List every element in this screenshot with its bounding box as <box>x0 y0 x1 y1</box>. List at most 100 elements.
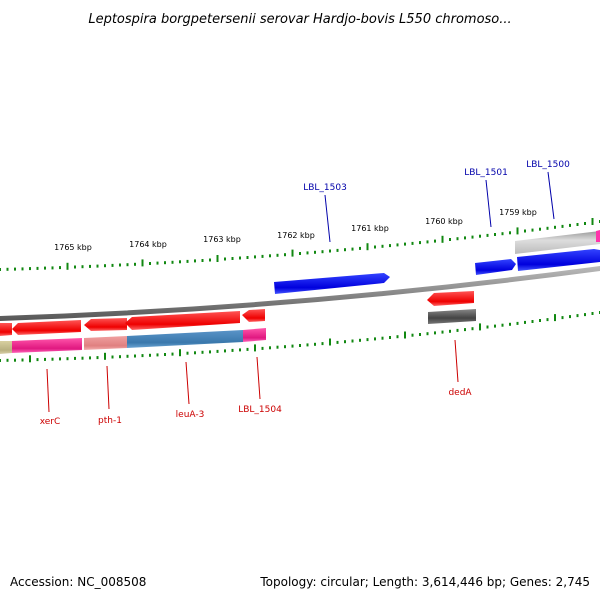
gene-arrow-partial-grey[interactable] <box>515 231 600 254</box>
reverse-scale-minor-tick <box>486 325 489 329</box>
forward-scale-minor-tick <box>554 225 556 229</box>
gene-arrow-lbl-1504[interactable] <box>242 309 265 322</box>
forward-scale-minor-tick <box>426 240 429 244</box>
reverse-scale-minor-tick <box>569 315 571 319</box>
forward-scale-minor-tick <box>254 255 256 259</box>
forward-scale-minor-tick <box>171 260 174 264</box>
gene-label-xerc[interactable]: xerC <box>40 417 61 427</box>
forward-scale-minor-tick <box>479 234 481 238</box>
forward-scale-minor-tick <box>231 257 234 260</box>
chromosome-title: Leptospira borgpetersenii serovar Hardjo… <box>88 12 511 27</box>
forward-scale-minor-tick <box>246 256 249 259</box>
forward-scale-minor-tick <box>381 244 384 248</box>
band-deda <box>428 309 476 324</box>
reverse-scale-minor-tick <box>194 351 196 355</box>
forward-scale-minor-tick <box>74 265 76 269</box>
leader-line-xerc <box>46 368 50 413</box>
gene-arrow-pth-1[interactable] <box>84 318 127 331</box>
reverse-scale-minor-tick <box>591 312 594 315</box>
forward-scale-minor-tick <box>164 261 166 265</box>
reverse-scale-minor-tick <box>126 354 129 358</box>
band-lbl-1504 <box>243 328 266 342</box>
reverse-scale-minor-tick <box>524 320 526 324</box>
band-xerc <box>12 338 82 353</box>
reverse-scale-minor-tick <box>561 316 564 320</box>
reverse-scale-minor-tick <box>344 340 346 344</box>
forward-scale-minor-tick <box>374 245 376 249</box>
forward-scale-minor-tick <box>51 266 54 270</box>
forward-scale-minor-tick <box>539 227 541 231</box>
gene-arrow-lbl-1501[interactable] <box>475 259 516 275</box>
reverse-scale-minor-tick <box>441 330 444 334</box>
reverse-scale-minor-tick <box>366 338 369 342</box>
forward-scale-minor-tick <box>104 264 106 268</box>
reverse-scale-minor-tick <box>449 329 451 333</box>
forward-scale-minor-tick <box>21 267 24 271</box>
forward-scale-minor-tick <box>306 251 309 255</box>
gene-label-lbl-1504[interactable]: LBL_1504 <box>238 405 282 415</box>
gene-arrow-lbl-1503[interactable] <box>274 273 390 294</box>
reverse-scale-minor-tick <box>261 346 264 350</box>
forward-scale-minor-tick <box>561 224 564 228</box>
reverse-scale-minor-tick <box>134 354 136 358</box>
forward-scale-minor-tick <box>404 242 406 246</box>
leader-line-lbl-1501 <box>485 179 492 228</box>
forward-scale-minor-tick <box>359 246 361 250</box>
reverse-scale-minor-tick <box>471 327 474 331</box>
gene-arrow-xerc[interactable] <box>12 320 81 335</box>
reverse-scale-minor-tick <box>374 337 376 341</box>
reverse-scale-minor-tick <box>396 335 399 339</box>
reverse-scale-minor-tick <box>36 358 39 362</box>
forward-scale-minor-tick <box>269 254 271 258</box>
forward-scale-minor-tick <box>14 267 16 271</box>
reverse-scale-minor-tick <box>381 336 384 340</box>
forward-scale-minor-tick <box>89 264 91 268</box>
gene-label-lbl-1503[interactable]: LBL_1503 <box>303 183 347 193</box>
reverse-scale-minor-tick <box>351 339 354 343</box>
reverse-scale-minor-tick <box>359 338 361 342</box>
reverse-scale-ticks <box>0 311 600 363</box>
forward-scale-minor-tick <box>471 235 474 239</box>
forward-scale-minor-tick <box>201 259 204 262</box>
band-pth-1 <box>84 336 127 350</box>
reverse-scale-minor-tick <box>509 322 511 326</box>
reverse-scale-major-tick <box>404 331 406 339</box>
forward-scale-minor-tick <box>134 262 136 266</box>
gene-arrow-left-partial[interactable] <box>0 323 12 336</box>
forward-scale-minor-tick <box>396 243 399 247</box>
reverse-scale-major-tick <box>479 323 481 331</box>
gene-arrow-deda[interactable] <box>427 291 474 306</box>
reverse-scale-minor-tick <box>531 320 534 323</box>
kbp-label-1760: 1760 kbp <box>425 217 463 226</box>
gene-label-deda[interactable]: dedA <box>448 388 472 398</box>
reverse-scale-minor-tick <box>66 357 69 361</box>
forward-scale-minor-tick <box>261 254 264 258</box>
gene-arrow-lbl-1500[interactable] <box>517 249 600 271</box>
reverse-scale-minor-tick <box>96 356 99 360</box>
reverse-genes <box>0 291 474 336</box>
gene-label-leua-3[interactable]: leuA-3 <box>176 410 205 420</box>
reverse-scale-minor-tick <box>209 350 211 354</box>
reverse-scale-minor-tick <box>216 349 219 353</box>
reverse-scale-minor-tick <box>516 321 519 325</box>
reverse-scale-minor-tick <box>501 323 504 327</box>
gene-label-pth-1[interactable]: pth-1 <box>98 416 122 426</box>
leader-line-lbl-1504 <box>256 356 261 400</box>
forward-scale-major-tick <box>141 259 144 267</box>
gene-arrow-partial-pink[interactable] <box>596 230 600 242</box>
reverse-scale-minor-tick <box>44 357 46 361</box>
forward-scale-minor-tick <box>464 236 466 240</box>
leader-line-lbl-1503 <box>324 194 331 243</box>
reverse-scale-minor-tick <box>321 342 324 346</box>
reverse-leader-lines <box>46 339 459 413</box>
forward-scale-minor-tick <box>509 231 511 235</box>
reverse-scale-major-tick <box>179 349 181 357</box>
reverse-scale-major-tick <box>329 338 331 346</box>
gene-arrow-leua-3[interactable] <box>125 311 240 330</box>
gene-label-lbl-1501[interactable]: LBL_1501 <box>464 168 508 178</box>
forward-scale-minor-tick <box>434 239 436 243</box>
forward-scale-minor-tick <box>6 267 9 271</box>
gene-label-lbl-1500[interactable]: LBL_1500 <box>526 160 570 170</box>
forward-scale-major-tick <box>441 235 444 243</box>
